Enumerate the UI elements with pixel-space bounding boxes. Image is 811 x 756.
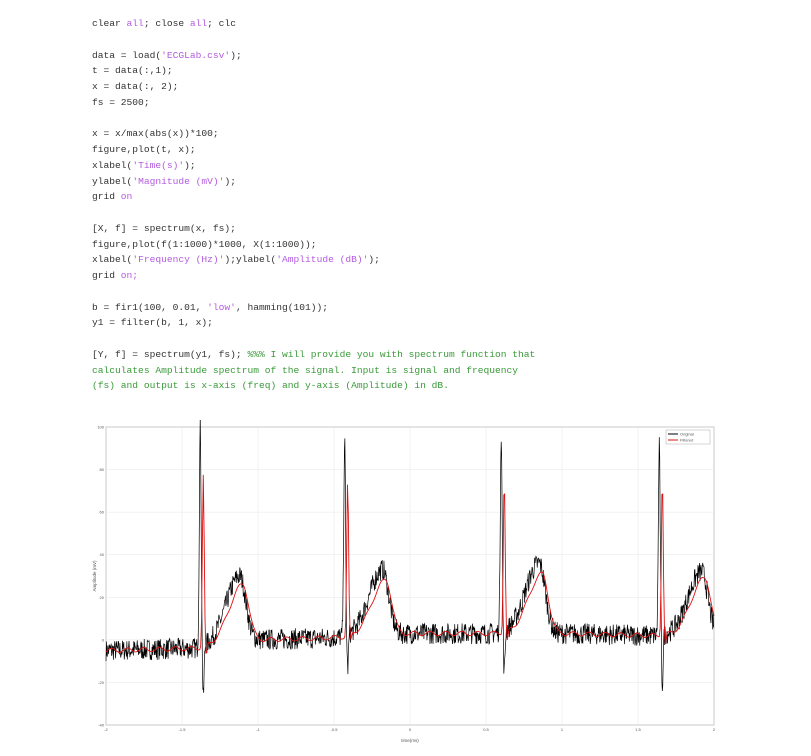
code-token: t = data(:,1); — [92, 65, 173, 77]
legend-label-filtered: Filtered — [680, 438, 693, 443]
x-tick-label: -1 — [256, 727, 260, 732]
code-token: ; clc — [207, 18, 236, 29]
code-literal: on; — [120, 270, 139, 281]
code-line: figure,plot(t, x); — [92, 142, 535, 158]
code-line: y1 = filter(b, 1, x); — [92, 315, 535, 331]
code-token: x = data(:, 2); — [92, 81, 179, 92]
legend: Original Filtered — [665, 429, 711, 445]
code-line: ylabel('Magnitude (mV)'); — [92, 174, 535, 190]
y-tick-label: 40 — [100, 552, 105, 557]
series-line-filtered — [105, 474, 715, 654]
legend-label-original: Original — [680, 432, 694, 437]
code-literal: all — [189, 18, 208, 29]
code-token: ); — [224, 175, 236, 187]
y-tick-label: 0 — [102, 637, 105, 642]
code-line — [92, 331, 535, 347]
code-token: ; close — [143, 18, 190, 29]
x-tick-label: 1.5 — [635, 727, 641, 732]
code-line: (fs) and output is x-axis (freq) and y-a… — [92, 378, 535, 394]
matlab-code-block: clear all; close all; clc data = load('EC… — [92, 16, 535, 394]
tick-labels: -2 -1.5 -1 -0.5 0 0.5 1 1.5 2 -40 -20 0 20 40 60 80 100 — [97, 425, 716, 733]
code-comment: (fs) and output is x-axis (freq) and y-a… — [92, 380, 449, 392]
code-line: calculates Amplitude spectrum of the sig… — [92, 363, 535, 379]
grid — [105, 426, 715, 726]
code-literal: 'Frequency (Hz)' — [132, 254, 225, 266]
code-line: fs = 2500; — [92, 95, 535, 111]
code-token: grid — [92, 270, 121, 281]
y-tick-label: -40 — [98, 723, 105, 728]
x-axis-label: time(ms) — [401, 738, 419, 743]
code-token: x = x/max(abs(x))*100; — [92, 128, 219, 140]
code-line: [X, f] = spectrum(x, fs); — [92, 221, 535, 237]
code-literal: all — [126, 18, 144, 29]
code-line: data = load('ECGLab.csv'); — [92, 48, 535, 64]
code-line: figure,plot(f(1:1000)*1000, X(1:1000)); — [92, 237, 535, 253]
code-literal: 'ECGLab.csv' — [161, 49, 231, 61]
code-line: clear all; close all; clc — [92, 16, 535, 32]
code-token: xlabel( — [92, 254, 133, 266]
x-tick-label: 1 — [561, 727, 564, 732]
code-token: y1 = filter(b, 1, x); — [92, 317, 213, 329]
code-line: b = fir1(100, 0.01, 'low', hamming(101))… — [92, 300, 535, 316]
code-line: x = x/max(abs(x))*100; — [92, 126, 535, 142]
code-token: , hamming(101)); — [235, 301, 329, 313]
series-lines — [105, 420, 715, 693]
code-line — [92, 205, 535, 221]
code-token: clear — [92, 18, 127, 29]
code-literal: 'low' — [207, 301, 236, 313]
x-tick-label: 2 — [713, 727, 716, 732]
code-token: data = load( — [92, 49, 162, 61]
x-tick-label: 0 — [409, 727, 412, 732]
code-line — [92, 32, 535, 48]
code-line — [92, 284, 535, 300]
code-token: figure,plot(t, x); — [92, 144, 196, 155]
code-token: b = fir1(100, 0.01, — [92, 301, 208, 313]
y-axis-label: Amplitude (mV) — [92, 560, 97, 592]
code-comment: %%% I will provide you with spectrum fun… — [247, 348, 536, 360]
code-token: [Y, f] = spectrum(y1, fs); — [92, 348, 248, 360]
y-tick-label: -20 — [98, 680, 105, 685]
code-token: figure,plot(f(1:1000)*1000, X(1:1000)); — [92, 238, 317, 250]
code-line: t = data(:,1); — [92, 63, 535, 79]
ecg-figure: -2 -1.5 -1 -0.5 0 0.5 1 1.5 2-40-20020406080100 … — [92, 420, 722, 745]
code-token: ); — [368, 254, 380, 266]
x-tick-label: -2 — [104, 727, 108, 732]
y-tick-label: 100 — [97, 425, 104, 430]
code-line: [Y, f] = spectrum(y1, fs); %%% I will pr… — [92, 347, 535, 363]
code-line: x = data(:, 2); — [92, 79, 535, 95]
code-line: xlabel('Time(s)'); — [92, 158, 535, 174]
code-token: [X, f] = spectrum(x, fs); — [92, 222, 236, 234]
code-token: grid — [92, 191, 121, 203]
code-line: grid on; — [92, 268, 535, 284]
series-line-original — [105, 420, 715, 693]
code-comment: calculates Amplitude spectrum of the sig… — [92, 364, 519, 376]
code-literal: 'Magnitude (mV)' — [132, 175, 225, 187]
y-tick-label: 60 — [100, 510, 105, 515]
code-line: xlabel('Frequency (Hz)');ylabel('Amplitu… — [92, 252, 535, 268]
code-token: ); — [230, 49, 242, 61]
code-literal: 'Amplitude (dB)' — [276, 254, 369, 266]
code-token: fs = 2500; — [92, 96, 150, 108]
code-literal: on — [120, 191, 133, 203]
code-literal: 'Time(s)' — [132, 159, 185, 171]
x-tick-label: -1.5 — [179, 727, 187, 732]
code-token: xlabel( — [92, 159, 133, 171]
y-tick-label: 80 — [100, 467, 105, 472]
x-tick-label: -0.5 — [331, 727, 339, 732]
code-token: ylabel( — [92, 175, 133, 187]
code-token: );ylabel( — [224, 254, 277, 266]
y-tick-label: 20 — [100, 595, 105, 600]
code-line — [92, 111, 535, 127]
code-token: ); — [184, 159, 196, 171]
code-line: grid on — [92, 189, 535, 205]
x-tick-label: 0.5 — [483, 727, 489, 732]
